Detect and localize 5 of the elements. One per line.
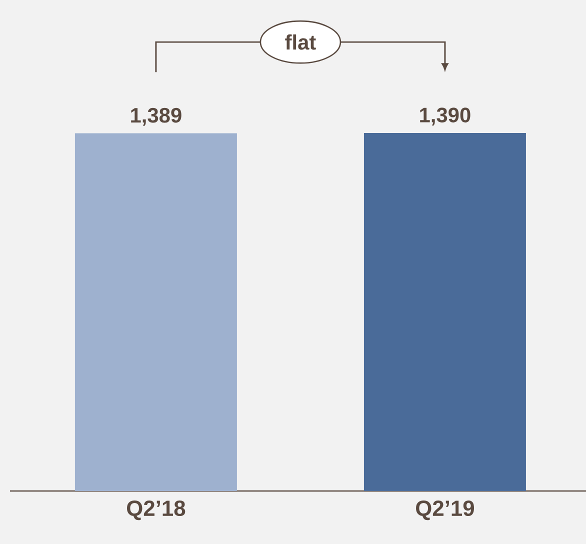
x-tick-label: Q2’19 — [416, 500, 474, 520]
data-label: 1,390 — [420, 108, 470, 126]
text: flat — [285, 34, 316, 50]
x-tick-label: Q2’18 — [127, 500, 186, 520]
data-label: 1,389 — [131, 108, 182, 126]
